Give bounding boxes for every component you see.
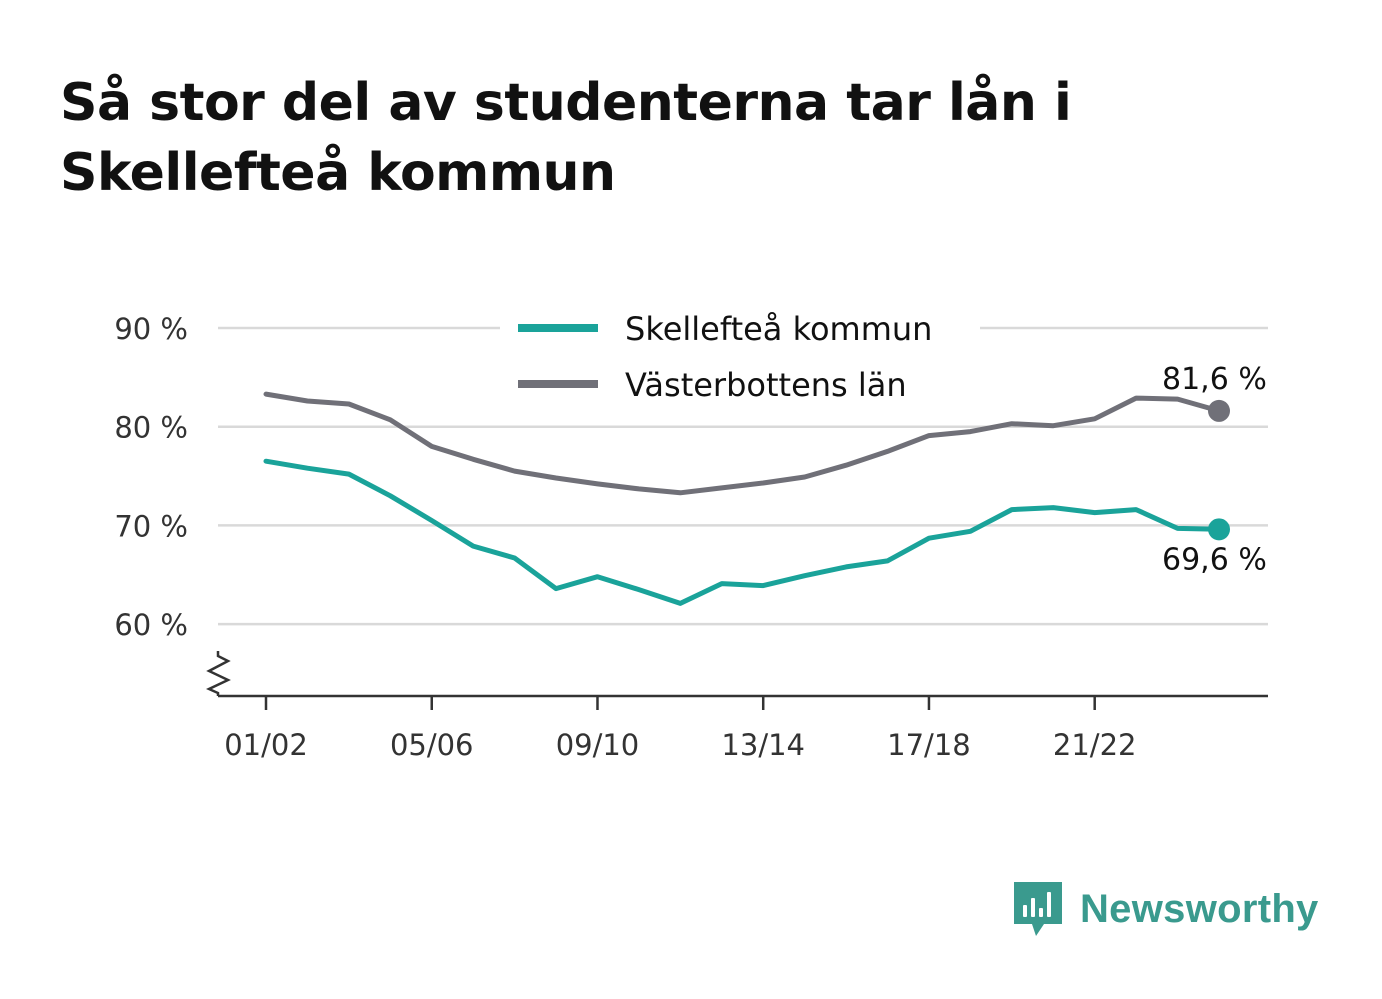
legend-entry: Skellefteå kommun <box>625 310 932 348</box>
x-tick-label: 01/02 <box>224 728 308 762</box>
x-tick-label: 09/10 <box>556 728 640 762</box>
x-tick-label: 21/22 <box>1053 728 1137 762</box>
axes <box>206 651 1268 698</box>
x-tick-label: 13/14 <box>721 728 805 762</box>
axis-break-symbol <box>206 651 231 696</box>
end-point <box>1208 399 1230 422</box>
legend: Skellefteå kommun Västerbottens län <box>500 300 980 415</box>
end-point <box>1208 518 1230 541</box>
legend-background <box>500 300 980 415</box>
x-tick-label: 17/18 <box>887 728 971 762</box>
y-tick-label: 80 % <box>114 411 188 445</box>
series-lines <box>263 391 1230 606</box>
chart-title: Så stor del av studenterna tar lån i Ske… <box>60 73 1072 203</box>
y-tick-label: 70 % <box>114 509 188 543</box>
series-line <box>263 391 1222 496</box>
x-axis-ticks: 01/02 05/06 09/10 13/14 17/18 21/22 <box>224 696 1136 762</box>
end-value-label: 69,6 % <box>1162 542 1267 577</box>
y-tick-label: 90 % <box>114 312 188 346</box>
brand: Newsworthy <box>1010 878 1319 940</box>
series-line <box>263 458 1222 606</box>
legend-entry: Västerbottens län <box>625 366 907 404</box>
end-labels: 69,6 % 81,6 % <box>1162 362 1267 577</box>
y-axis-ticks: 90 % 80 % 70 % 60 % <box>114 312 188 642</box>
end-value-label: 81,6 % <box>1162 362 1267 397</box>
x-tick-label: 05/06 <box>390 728 474 762</box>
newsworthy-logo-icon <box>1014 882 1062 936</box>
brand-name: Newsworthy <box>1080 886 1319 931</box>
y-tick-label: 60 % <box>114 608 188 642</box>
